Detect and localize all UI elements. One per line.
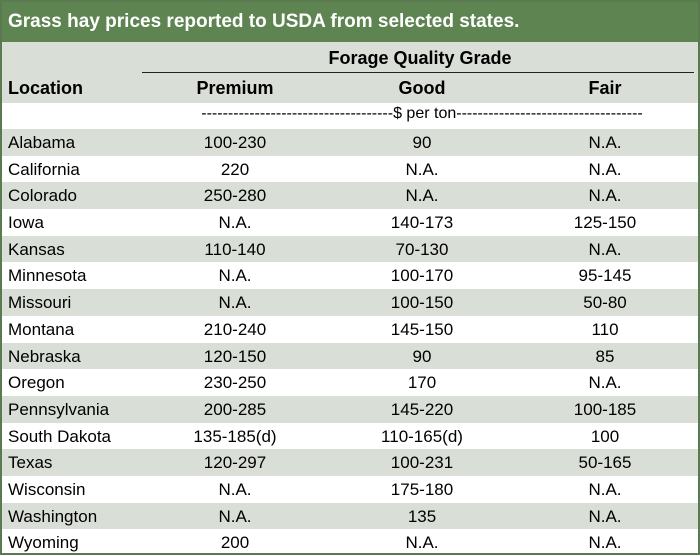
table-row: Wisconsin N.A. 175-180 N.A. [2,476,698,503]
units-row: ------------------------------------$ pe… [2,103,698,129]
fair-cell: 50-80 [583,293,627,313]
location-cell: Oregon [8,373,65,393]
good-cell: 100-150 [390,293,454,313]
table-row: Colorado 250-280 N.A. N.A. [2,182,698,210]
table-row: Texas 120-297 100-231 50-165 [2,449,698,476]
table-row: Alabama 100-230 90 N.A. [2,129,698,156]
location-cell: Wisconsin [8,479,86,499]
location-cell: Nebraska [8,346,81,366]
table-row: South Dakota 135-185(d) 110-165(d) 100 [2,423,698,450]
good-cell: 90 [412,133,432,152]
location-cell: Minnesota [8,266,87,286]
fair-cell: 85 [595,346,615,366]
fair-cell: 100-185 [573,399,637,419]
location-cell: Wyoming [8,533,79,553]
good-cell: 170 [407,373,437,393]
premium-cell: 200 [220,533,250,553]
premium-cell: N.A. [218,213,252,233]
premium-cell: 100-230 [203,133,267,152]
location-cell: Missouri [8,293,72,313]
location-cell: Pennsylvania [8,399,110,419]
premium-cell: 220 [220,159,250,179]
premium-cell: N.A. [218,506,252,526]
table-body: Alabama 100-230 90 N.A. California 220 N.A. N.A… [2,129,698,556]
table-row: Minnesota N.A. 100-170 95-145 [2,262,698,289]
table-row: Kansas 110-140 70-130 N.A. [2,235,698,263]
table-row: Washington N.A. 135 N.A. [2,502,698,530]
premium-cell: 210-240 [203,319,267,339]
fair-cell: N.A. [588,159,622,179]
good-cell: 70-130 [395,239,449,259]
fair-cell: N.A. [588,373,622,393]
good-cell: 140-173 [390,213,454,233]
premium-cell: 135-185(d) [193,426,277,446]
good-cell: 135 [407,506,437,526]
premium-cell: N.A. [218,266,252,286]
premium-column-header: Premium [196,78,274,98]
premium-cell: 120-150 [203,346,267,366]
table-row: Iowa N.A. 140-173 125-150 [2,209,698,236]
fair-cell: 100 [590,426,620,446]
fair-cell: N.A. [588,239,622,259]
premium-cell: N.A. [218,479,252,499]
units-label: ------------------------------------$ pe… [201,105,643,122]
good-cell: 100-170 [390,266,454,286]
table-row: Missouri N.A. 100-150 50-80 [2,289,698,316]
premium-cell: 200-285 [203,399,267,419]
table-row: Nebraska 120-150 90 85 [2,342,698,370]
location-cell: Alabama [8,133,76,152]
premium-cell: 230-250 [203,373,267,393]
location-cell: Kansas [8,239,65,259]
premium-cell: N.A. [218,293,252,313]
forage-quality-group-header: Forage Quality Grade [328,48,512,68]
table-header: Forage Quality Grade Location Premium Go… [2,42,698,103]
table-row: California 220 N.A. N.A. [2,156,698,183]
location-column-header: Location [8,78,83,98]
table-row: Oregon 230-250 170 N.A. [2,369,698,396]
table-row: Pennsylvania 200-285 145-220 100-185 [2,395,698,423]
good-cell: 145-150 [390,319,454,339]
fair-cell: N.A. [588,186,622,206]
location-cell: South Dakota [8,426,112,446]
good-cell: 110-165(d) [381,426,463,446]
fair-cell: 95-145 [578,266,632,286]
fair-cell: 110 [591,319,619,339]
good-cell: 175-180 [390,479,454,499]
fair-cell: N.A. [588,533,622,553]
fair-cell: N.A. [588,479,622,499]
table-title: Grass hay prices reported to USDA from s… [2,2,698,42]
fair-column-header: Fair [588,78,622,98]
table-row: Montana 210-240 145-150 110 [2,316,698,343]
location-cell: Montana [8,319,75,339]
premium-cell: 120-297 [203,453,267,473]
good-cell: N.A. [405,186,439,206]
fair-cell: 125-150 [573,213,637,233]
fair-cell: N.A. [588,506,622,526]
premium-cell: 110-140 [204,239,266,259]
location-cell: Iowa [8,213,44,233]
good-cell: 145-220 [390,399,454,419]
location-cell: Washington [8,506,98,526]
premium-cell: 250-280 [203,186,267,206]
good-column-header: Good [398,78,446,98]
table-row: Wyoming 200 N.A. N.A. [2,529,698,556]
good-cell: 90 [412,346,432,366]
group-underline [142,72,694,73]
good-cell: 100-231 [390,453,454,473]
location-cell: California [8,159,80,179]
location-cell: Colorado [8,186,77,206]
good-cell: N.A. [405,159,439,179]
location-cell: Texas [8,453,53,473]
fair-cell: N.A. [588,133,622,152]
good-cell: N.A. [405,533,439,553]
fair-cell: 50-165 [578,453,632,473]
